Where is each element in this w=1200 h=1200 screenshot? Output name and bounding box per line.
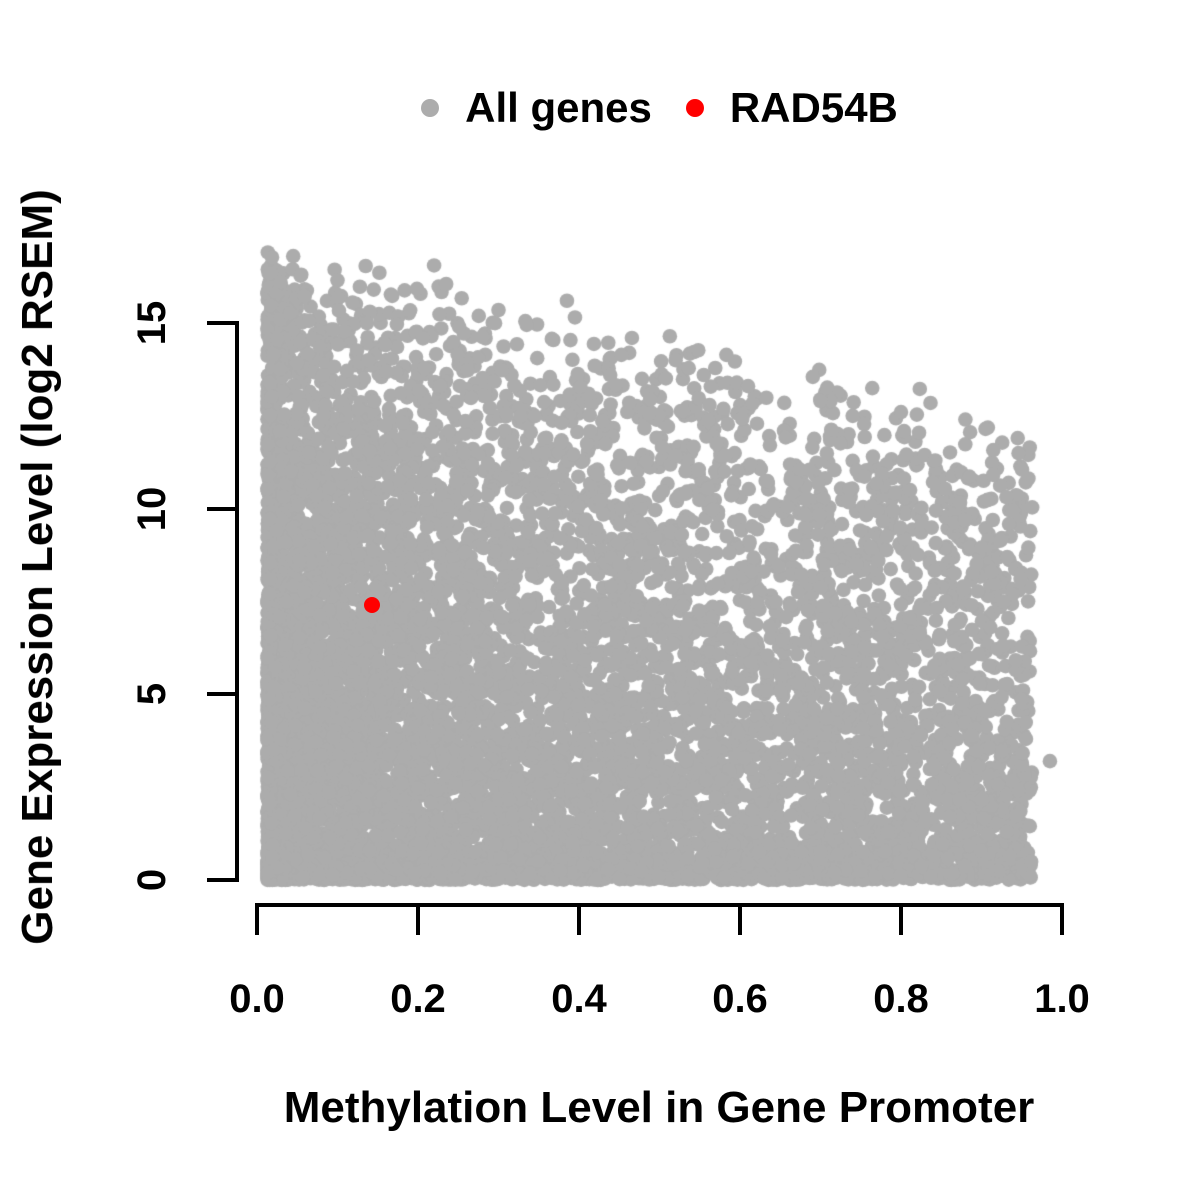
legend: All genes RAD54B xyxy=(257,84,1062,132)
legend-label-rad54b: RAD54B xyxy=(729,84,898,131)
x-tick-mark xyxy=(416,905,420,935)
all-genes-marker-icon xyxy=(421,99,440,117)
legend-item-rad54b: RAD54B xyxy=(685,84,898,131)
legend-item-all-genes: All genes xyxy=(421,87,652,129)
x-tick-label: 1.0 xyxy=(1034,977,1090,1021)
y-tick-label: 15 xyxy=(130,300,174,346)
x-tick-mark xyxy=(577,905,581,935)
x-tick-label: 0.0 xyxy=(229,977,285,1021)
y-tick-mark xyxy=(207,692,237,697)
x-tick-label: 0.6 xyxy=(712,977,768,1021)
rad54b-marker-icon xyxy=(685,99,704,117)
x-tick-label: 0.2 xyxy=(390,977,446,1021)
rad54b-point xyxy=(364,597,381,614)
x-axis-line xyxy=(255,903,1064,907)
y-tick-label: 5 xyxy=(130,683,174,706)
x-tick-mark xyxy=(738,905,742,935)
x-axis-title: Methylation Level in Gene Promoter xyxy=(283,1083,1035,1132)
x-tick-label: 0.8 xyxy=(873,977,929,1021)
x-tick-label: 0.4 xyxy=(551,977,607,1021)
x-tick-mark xyxy=(899,905,903,935)
legend-label-all-genes: All genes xyxy=(465,84,652,131)
y-tick-mark xyxy=(207,878,237,882)
x-tick-mark xyxy=(1060,905,1064,935)
y-axis-title: Gene Expression Level (log2 RSEM) xyxy=(13,189,62,945)
y-axis-line xyxy=(235,321,239,882)
y-tick-label: 0 xyxy=(130,868,174,892)
x-tick-mark xyxy=(255,905,259,935)
y-tick-label: 10 xyxy=(130,486,174,531)
y-tick-mark xyxy=(207,321,237,325)
y-tick-mark xyxy=(207,506,237,511)
